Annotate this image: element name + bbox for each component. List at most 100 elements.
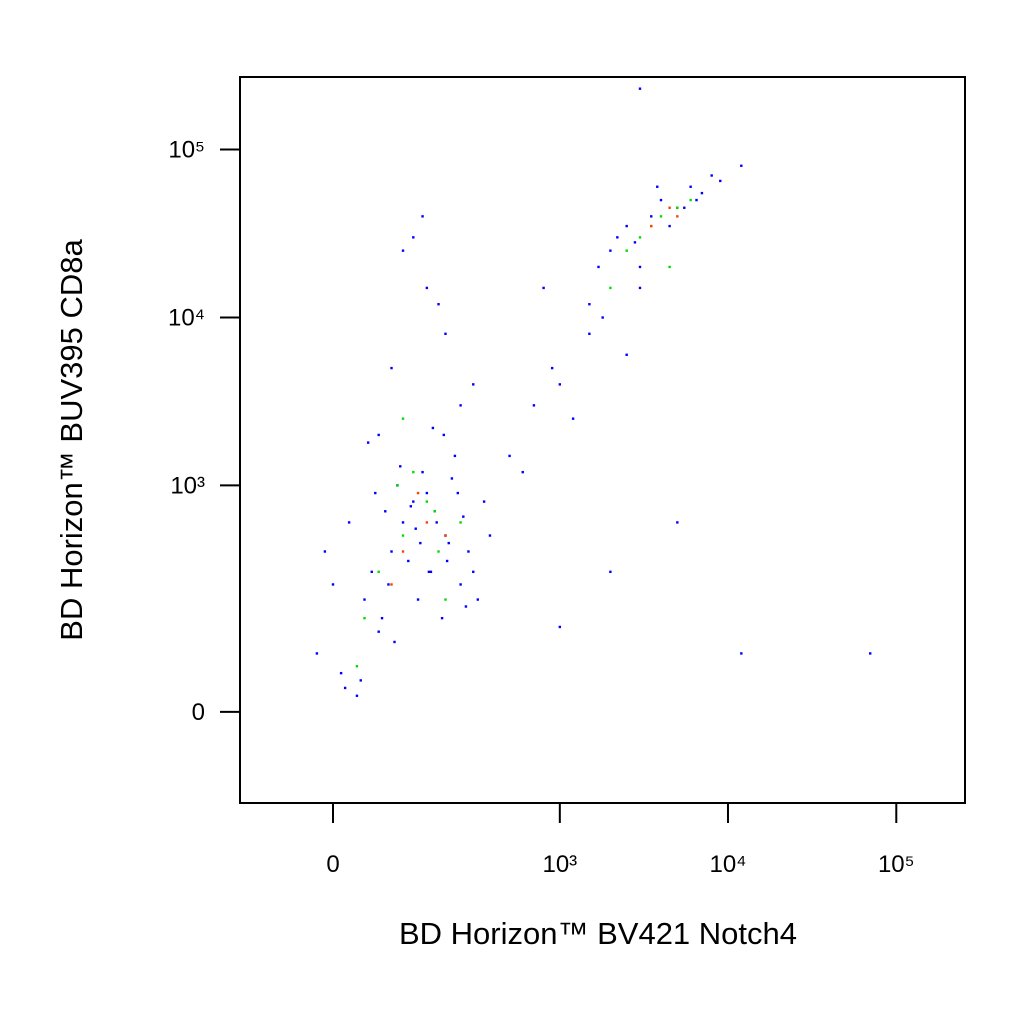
data-point xyxy=(588,332,591,335)
data-point xyxy=(609,286,612,290)
data-point xyxy=(659,215,663,218)
data-point xyxy=(435,521,438,524)
data-point xyxy=(676,521,679,524)
data-point xyxy=(384,510,387,513)
data-point xyxy=(740,164,743,167)
data-point xyxy=(476,598,479,601)
data-point xyxy=(558,625,562,629)
data-point xyxy=(343,686,347,690)
data-point xyxy=(450,477,454,480)
data-point xyxy=(447,541,450,545)
data-point xyxy=(459,404,462,407)
data-point xyxy=(412,470,415,474)
data-point xyxy=(472,383,475,386)
data-point xyxy=(444,534,447,537)
data-point xyxy=(689,198,692,202)
data-point xyxy=(656,185,659,188)
x-tick-label: 0 xyxy=(326,851,339,878)
data-point xyxy=(421,470,424,474)
x-tick-label: 10⁴ xyxy=(709,851,746,878)
data-point xyxy=(377,630,380,633)
y-tick-label: 10⁴ xyxy=(168,305,205,332)
y-axis-label: BD Horizon™ BUV395 CD8a xyxy=(54,239,89,641)
data-point xyxy=(370,570,373,574)
data-point xyxy=(558,383,562,386)
data-point xyxy=(433,510,437,513)
data-point xyxy=(601,316,604,319)
data-point xyxy=(425,286,429,290)
data-point xyxy=(416,598,420,601)
x-axis-label: BD Horizon™ BV421 Notch4 xyxy=(399,916,797,951)
data-point xyxy=(323,550,327,553)
data-point xyxy=(462,515,465,518)
data-point xyxy=(668,224,671,228)
data-point xyxy=(638,236,642,239)
data-point xyxy=(650,215,653,218)
data-point xyxy=(412,236,415,239)
data-point xyxy=(445,559,449,563)
data-point xyxy=(542,286,545,290)
data-point xyxy=(467,550,470,553)
data-point xyxy=(437,303,440,306)
data-point xyxy=(401,550,405,553)
data-point xyxy=(427,570,431,574)
data-point xyxy=(650,224,653,228)
data-point xyxy=(597,265,600,269)
data-point xyxy=(401,521,405,524)
data-point xyxy=(488,534,492,537)
data-point xyxy=(710,174,713,177)
data-point xyxy=(571,417,575,420)
data-point xyxy=(396,484,399,487)
data-point xyxy=(740,652,743,655)
data-point xyxy=(625,353,628,356)
data-point xyxy=(377,570,380,574)
data-point xyxy=(387,583,390,586)
data-point xyxy=(482,500,486,503)
data-point xyxy=(425,500,429,503)
data-point xyxy=(390,366,393,370)
data-point xyxy=(374,491,377,495)
data-point xyxy=(459,583,462,586)
data-point xyxy=(625,249,628,252)
data-point xyxy=(414,527,417,530)
data-point xyxy=(380,616,384,620)
data-point xyxy=(421,215,424,218)
data-point xyxy=(419,541,422,545)
data-point xyxy=(429,570,433,574)
data-point xyxy=(521,470,524,474)
data-point xyxy=(719,179,722,183)
data-point xyxy=(437,550,440,553)
data-point xyxy=(676,206,679,209)
data-point xyxy=(401,249,405,252)
data-point xyxy=(695,198,698,202)
data-point xyxy=(869,652,872,655)
data-point xyxy=(377,433,380,437)
data-point xyxy=(659,198,663,202)
data-point xyxy=(633,241,637,244)
data-point xyxy=(676,215,679,218)
data-point xyxy=(444,598,447,601)
data-point xyxy=(440,616,444,620)
data-point xyxy=(459,521,462,524)
data-point xyxy=(668,265,671,269)
data-point xyxy=(407,559,410,563)
data-point xyxy=(399,465,402,468)
data-point xyxy=(616,236,619,239)
data-point xyxy=(638,265,642,269)
data-point xyxy=(431,426,435,430)
y-tick-label: 10³ xyxy=(170,472,205,499)
data-point xyxy=(315,652,319,655)
data-point xyxy=(464,605,468,608)
data-point xyxy=(359,679,362,682)
data-point xyxy=(532,404,536,407)
data-point xyxy=(412,500,415,503)
data-point xyxy=(609,570,612,574)
data-point xyxy=(700,191,704,195)
data-point xyxy=(347,521,351,524)
data-point xyxy=(393,640,396,644)
data-point xyxy=(355,694,359,697)
x-tick-label: 10³ xyxy=(542,851,577,878)
data-point xyxy=(416,491,420,495)
data-point xyxy=(638,286,642,290)
